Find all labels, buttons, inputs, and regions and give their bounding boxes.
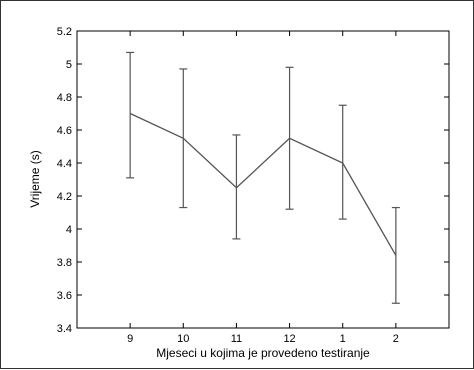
y-axis-title: Vrijeme (s)	[28, 150, 42, 208]
x-tick-label: 11	[231, 333, 242, 345]
plot-area	[76, 30, 450, 329]
y-tick-label: 3.4	[57, 323, 72, 335]
x-tick-label: 12	[283, 333, 295, 345]
x-tick-label: 9	[127, 333, 133, 345]
y-tick-label: 3.6	[57, 290, 72, 302]
y-tick-label: 4.6	[57, 125, 72, 137]
x-axis-title: Mjeseci u kojima je provedeno testiranje	[156, 346, 370, 360]
y-tick-label: 3.8	[57, 257, 72, 269]
x-tick-label: 1	[340, 333, 346, 345]
x-axis: 9 10 11 12 1 2	[127, 31, 399, 345]
y-tick-label: 4.2	[57, 191, 72, 203]
y-tick-label: 4.8	[57, 92, 72, 104]
y-tick-label: 4	[66, 224, 72, 236]
y-tick-label: 5.2	[57, 26, 72, 38]
series-line	[129, 112, 397, 256]
x-tick-label: 10	[177, 333, 189, 345]
y-axis: 3.4 3.6 3.8 4 4.2 4.4 4.6 4.8 5 5.2	[57, 26, 449, 335]
y-tick-label: 5	[66, 59, 72, 71]
x-tick-label: 2	[393, 333, 399, 345]
y-tick-label: 4.4	[57, 158, 72, 170]
